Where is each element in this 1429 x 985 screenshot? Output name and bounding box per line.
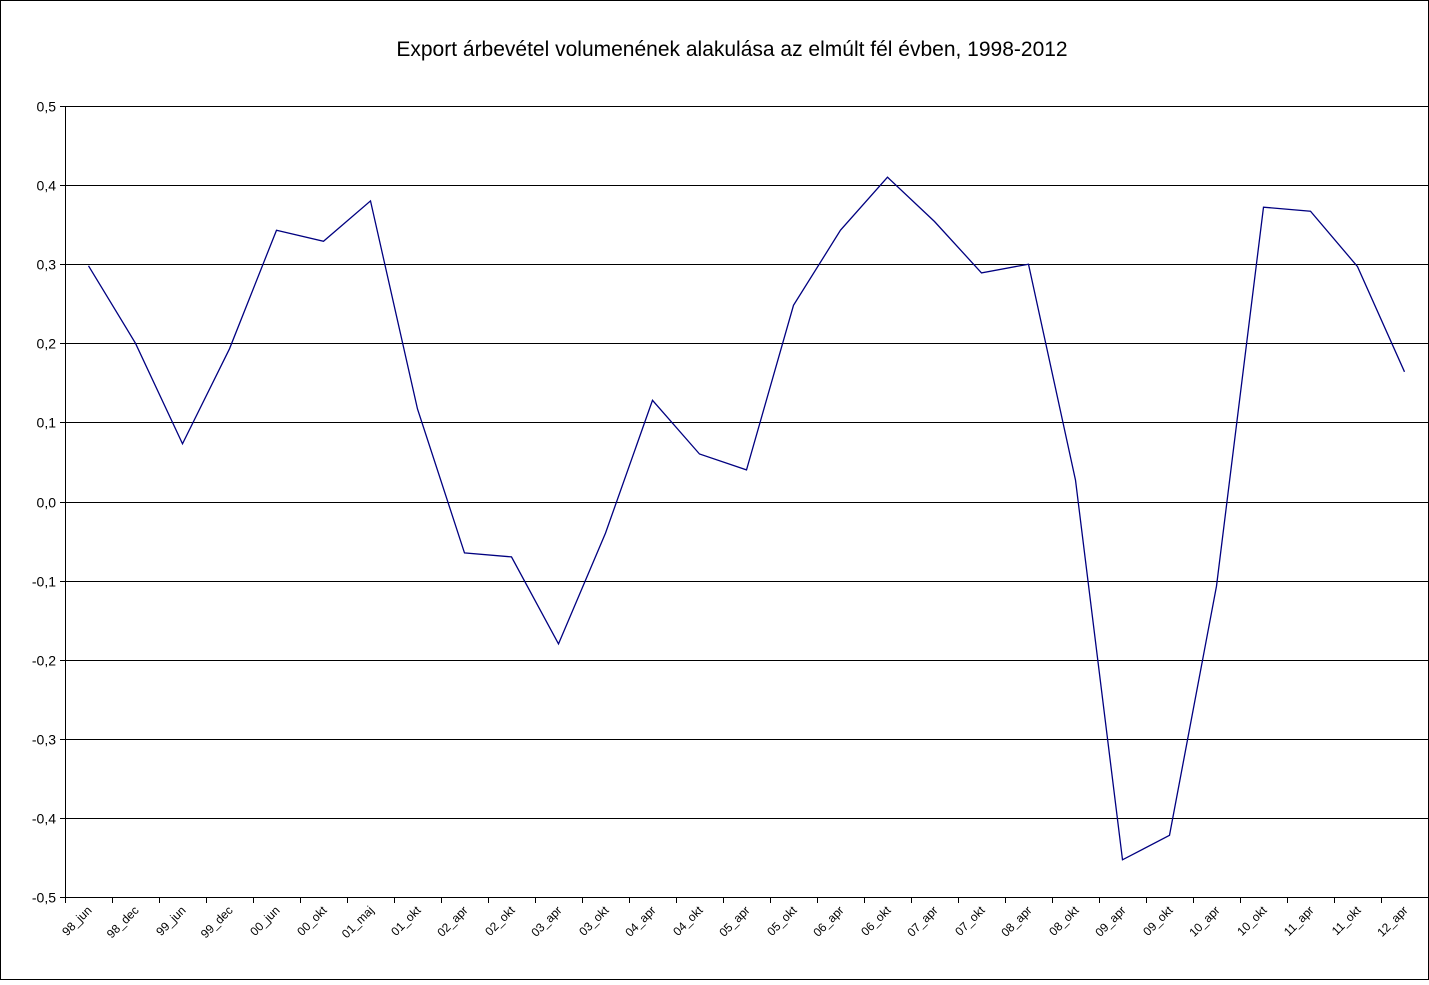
data-point — [464, 552, 466, 554]
y-tick-label: 0,5 — [37, 99, 57, 115]
y-tick-label: 0,4 — [37, 178, 57, 194]
data-point — [1263, 206, 1265, 208]
data-point — [981, 272, 983, 274]
data-point — [323, 240, 325, 242]
data-point — [1404, 371, 1406, 373]
y-tick-label: 0,0 — [37, 495, 57, 511]
data-point — [934, 221, 936, 223]
y-tick-label: 0,3 — [37, 257, 57, 273]
y-tick-label: -0,2 — [32, 653, 56, 669]
data-point — [840, 229, 842, 231]
data-point — [182, 443, 184, 445]
axes — [60, 106, 1429, 903]
data-point — [417, 408, 419, 410]
data-point — [699, 453, 701, 455]
data-point — [511, 556, 513, 558]
data-point — [746, 469, 748, 471]
gridlines — [65, 106, 1428, 898]
data-point — [229, 348, 231, 350]
data-point — [370, 200, 372, 202]
series-layer — [87, 176, 1406, 861]
data-point — [558, 643, 560, 645]
data-point — [1028, 263, 1030, 265]
chart-title: Export árbevétel volumenének alakulása a… — [396, 38, 1067, 61]
data-point — [1122, 859, 1124, 861]
data-point — [1075, 479, 1077, 481]
y-tick-label: -0,4 — [32, 811, 56, 827]
data-point — [1310, 210, 1312, 212]
y-tick-label: -0,1 — [32, 574, 56, 590]
y-tick-label: 0,1 — [37, 415, 57, 431]
data-point — [605, 532, 607, 534]
y-tick-label: -0,3 — [32, 732, 56, 748]
data-point — [1216, 585, 1218, 587]
data-point — [135, 342, 137, 344]
y-tick-label: -0,5 — [32, 890, 56, 906]
data-point — [1357, 266, 1359, 268]
data-point — [887, 176, 889, 178]
y-tick-label: 0,2 — [37, 336, 57, 352]
data-point — [88, 265, 90, 267]
data-point — [793, 304, 795, 306]
y-axis-tick-labels: -0,5 -0,4 -0,3 -0,2 -0,1 0,0 0,1 0,2 0,3 0,4 0,5 — [32, 99, 56, 906]
data-point — [276, 229, 278, 231]
series-line — [87, 176, 1406, 861]
data-point — [1169, 834, 1171, 836]
data-point — [652, 399, 654, 401]
